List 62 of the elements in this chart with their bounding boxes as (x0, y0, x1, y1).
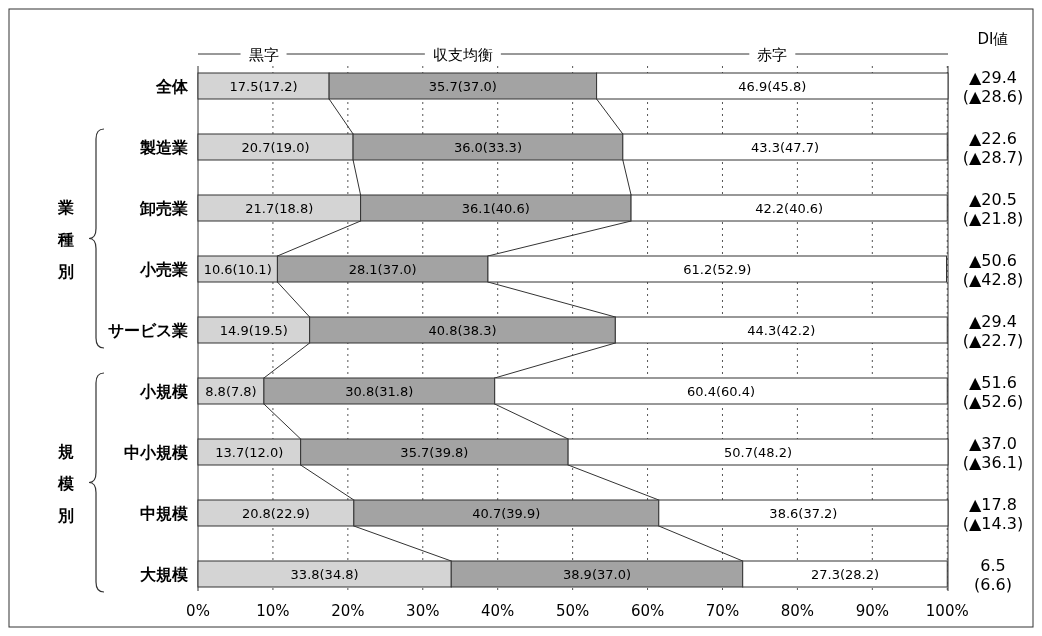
data-label: 27.3(28.2) (810, 567, 879, 582)
y-tick-label: 全体 (155, 77, 189, 96)
data-label: 40.8(38.3) (428, 323, 497, 338)
y-tick-label: 製造業 (139, 138, 188, 157)
data-label: 10.6(10.1) (203, 262, 272, 277)
x-tick-label: 0% (186, 602, 210, 620)
x-tick-label: 10% (256, 602, 290, 620)
y-tick-label: 小規模 (139, 382, 188, 401)
text: ▲29.4 (▲22.7) (962, 312, 1024, 350)
y-tick-label: 中小規模 (124, 443, 188, 462)
data-label: 36.0(33.3) (453, 140, 522, 155)
x-tick-label: 90% (855, 602, 889, 620)
data-label: 8.8(7.8) (205, 384, 257, 399)
text: ▲22.6 (▲28.7) (962, 129, 1024, 167)
data-label: 14.9(19.5) (219, 323, 288, 338)
x-tick-label: 20% (331, 602, 365, 620)
data-label: 38.6(37.2) (769, 506, 838, 521)
data-label: 13.7(12.0) (215, 445, 284, 460)
data-label: 44.3(42.2) (747, 323, 816, 338)
x-tick-label: 80% (780, 602, 815, 620)
data-label: 35.7(39.8) (400, 445, 469, 460)
data-label: 17.5(17.2) (229, 79, 298, 94)
data-label: 60.4(60.4) (686, 384, 755, 399)
data-label: 30.8(31.8) (345, 384, 414, 399)
y-tick-label: サービス業 (108, 321, 188, 340)
text: ▲29.4 (▲28.6) (962, 68, 1024, 106)
data-label: 21.7(18.8) (245, 201, 314, 216)
data-label: 40.7(39.9) (472, 506, 541, 521)
data-label: 33.8(34.8) (290, 567, 359, 582)
text: ▲37.0 (▲36.1) (962, 434, 1024, 472)
y-tick-label: 中規模 (140, 504, 188, 523)
data-label: 28.1(37.0) (348, 262, 417, 277)
text: 規模別 (57, 441, 74, 525)
text: ▲20.5 (▲21.8) (962, 190, 1024, 228)
x-tick-label: 30% (406, 602, 440, 620)
x-tick-label: 40% (481, 602, 515, 620)
data-label: 20.7(19.0) (241, 140, 310, 155)
text: 6.5 (6.6) (974, 556, 1012, 594)
x-tick-label: 100% (925, 602, 969, 620)
y-tick-label: 卸売業 (139, 199, 188, 218)
text: 業種別 (57, 197, 74, 281)
x-tick-label: 50% (555, 602, 590, 620)
text: DI値 (977, 30, 1009, 48)
data-label: 38.9(37.0) (562, 567, 631, 582)
x-tick-label: 70% (705, 602, 740, 620)
x-tick-label: 60% (630, 602, 665, 620)
data-label: 50.7(48.2) (724, 445, 793, 460)
data-label: 42.2(40.6) (755, 201, 824, 216)
text: ▲50.6 (▲42.8) (962, 251, 1024, 289)
data-label: 46.9(45.8) (738, 79, 807, 94)
y-tick-label: 小売業 (139, 260, 188, 279)
data-label: 36.1(40.6) (461, 201, 530, 216)
series-label: 収支均衡 (432, 46, 493, 64)
text: ▲17.8 (▲14.3) (962, 495, 1024, 533)
data-label: 43.3(47.7) (751, 140, 820, 155)
y-tick-label: 大規模 (140, 565, 188, 584)
text: ▲51.6 (▲52.6) (962, 373, 1024, 411)
series-label: 赤字 (757, 46, 788, 64)
data-label: 35.7(37.0) (428, 79, 497, 94)
data-label: 20.8(22.9) (241, 506, 310, 521)
series-label: 黒字 (248, 46, 279, 64)
data-label: 61.2(52.9) (683, 262, 752, 277)
